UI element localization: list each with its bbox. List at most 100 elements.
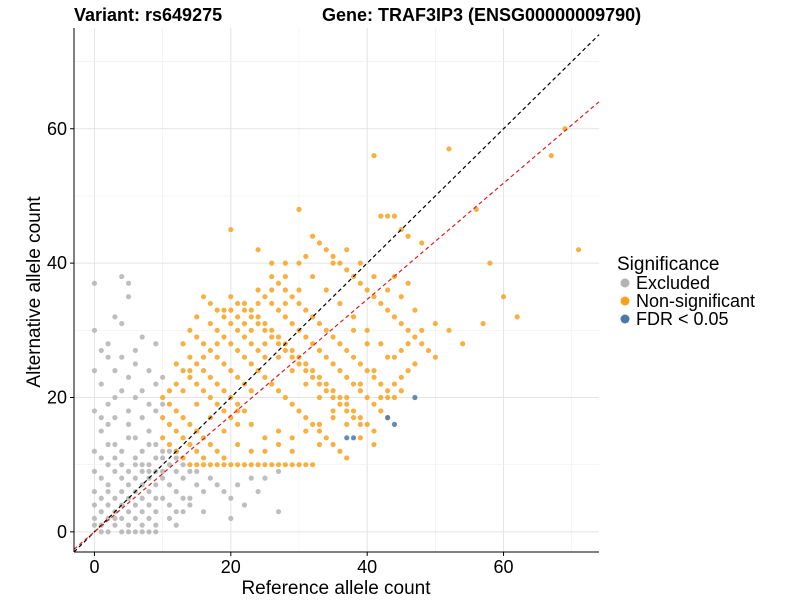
point-excluded xyxy=(132,502,138,508)
point-excluded xyxy=(173,509,179,515)
point-nonsignificant xyxy=(173,381,179,387)
point-nonsignificant xyxy=(194,448,200,454)
legend: Significance ExcludedNon-significantFDR … xyxy=(617,254,755,329)
point-nonsignificant xyxy=(378,300,384,307)
point-excluded xyxy=(187,495,193,501)
chart-title-variant: Variant: rs649275 xyxy=(74,5,222,25)
point-nonsignificant xyxy=(296,287,302,293)
point-nonsignificant xyxy=(364,421,370,427)
point-excluded xyxy=(160,448,166,454)
point-excluded xyxy=(125,374,132,380)
point-excluded xyxy=(91,408,98,414)
point-nonsignificant xyxy=(303,381,309,387)
point-nonsignificant xyxy=(350,415,357,421)
point-nonsignificant xyxy=(323,287,329,293)
point-excluded xyxy=(173,522,179,528)
point-excluded xyxy=(105,354,111,360)
point-nonsignificant xyxy=(207,394,213,401)
point-excluded xyxy=(105,462,111,468)
point-excluded xyxy=(275,468,282,474)
point-nonsignificant xyxy=(228,368,234,374)
point-excluded xyxy=(119,475,125,481)
point-excluded xyxy=(180,509,186,515)
point-nonsignificant xyxy=(207,374,213,380)
point-nonsignificant xyxy=(344,455,350,461)
legend-swatch xyxy=(620,314,630,324)
point-nonsignificant xyxy=(248,327,254,333)
point-nonsignificant xyxy=(310,374,316,380)
point-nonsignificant xyxy=(357,388,363,394)
point-excluded xyxy=(98,415,104,421)
point-nonsignificant xyxy=(289,320,295,327)
point-nonsignificant xyxy=(303,334,309,340)
point-nonsignificant xyxy=(194,314,200,320)
point-nonsignificant xyxy=(187,354,193,360)
point-nonsignificant xyxy=(187,441,193,448)
point-nonsignificant xyxy=(241,462,248,468)
point-nonsignificant xyxy=(248,314,254,320)
point-excluded xyxy=(187,502,193,508)
point-excluded xyxy=(112,314,118,320)
point-nonsignificant xyxy=(385,287,391,293)
point-nonsignificant xyxy=(330,441,336,448)
point-excluded xyxy=(125,280,132,286)
point-nonsignificant xyxy=(310,462,316,468)
point-excluded xyxy=(132,435,138,441)
point-excluded xyxy=(132,515,138,522)
point-nonsignificant xyxy=(262,354,268,360)
point-excluded xyxy=(166,482,173,488)
point-excluded xyxy=(105,401,111,407)
point-nonsignificant xyxy=(262,374,268,380)
point-nonsignificant xyxy=(200,462,207,468)
point-nonsignificant xyxy=(262,448,268,454)
point-nonsignificant xyxy=(378,408,384,414)
point-excluded xyxy=(194,482,200,488)
point-nonsignificant xyxy=(248,448,254,454)
point-excluded xyxy=(98,495,104,501)
point-excluded xyxy=(105,441,111,448)
axis-ticks: 0 20 40 60 0 20 40 60 xyxy=(47,119,514,577)
point-excluded xyxy=(125,421,132,427)
point-nonsignificant xyxy=(357,415,363,421)
point-nonsignificant xyxy=(269,287,275,293)
point-nonsignificant xyxy=(166,421,173,427)
point-nonsignificant xyxy=(330,260,336,266)
point-nonsignificant xyxy=(371,374,377,380)
point-nonsignificant xyxy=(207,300,213,307)
point-nonsignificant xyxy=(180,341,186,347)
x-tick-label: 60 xyxy=(494,557,514,577)
point-excluded xyxy=(139,415,145,421)
point-excluded xyxy=(105,502,111,508)
point-excluded xyxy=(91,515,98,522)
point-nonsignificant xyxy=(344,408,350,414)
point-excluded xyxy=(180,495,186,501)
point-nonsignificant xyxy=(310,421,316,427)
point-nonsignificant xyxy=(221,314,227,320)
point-excluded xyxy=(119,488,125,495)
point-excluded xyxy=(139,334,145,340)
point-nonsignificant xyxy=(337,448,343,454)
point-nonsignificant xyxy=(371,368,377,374)
point-nonsignificant xyxy=(173,428,179,434)
y-tick-label: 60 xyxy=(47,119,67,139)
series-fdr xyxy=(344,394,418,441)
legend-label: Excluded xyxy=(636,273,710,293)
point-excluded xyxy=(166,462,173,468)
point-excluded xyxy=(255,488,261,495)
point-nonsignificant xyxy=(391,354,398,360)
point-excluded xyxy=(235,482,241,488)
point-excluded xyxy=(91,327,98,333)
point-nonsignificant xyxy=(378,394,384,401)
point-nonsignificant xyxy=(350,408,357,414)
point-nonsignificant xyxy=(316,441,323,448)
point-nonsignificant xyxy=(269,462,275,468)
point-excluded xyxy=(91,488,98,495)
point-nonsignificant xyxy=(378,381,384,387)
point-nonsignificant xyxy=(207,347,213,354)
point-nonsignificant xyxy=(187,368,193,374)
point-nonsignificant xyxy=(214,354,220,360)
point-excluded xyxy=(139,529,145,535)
point-excluded xyxy=(146,468,152,474)
point-nonsignificant xyxy=(214,462,220,468)
point-excluded xyxy=(207,475,213,481)
